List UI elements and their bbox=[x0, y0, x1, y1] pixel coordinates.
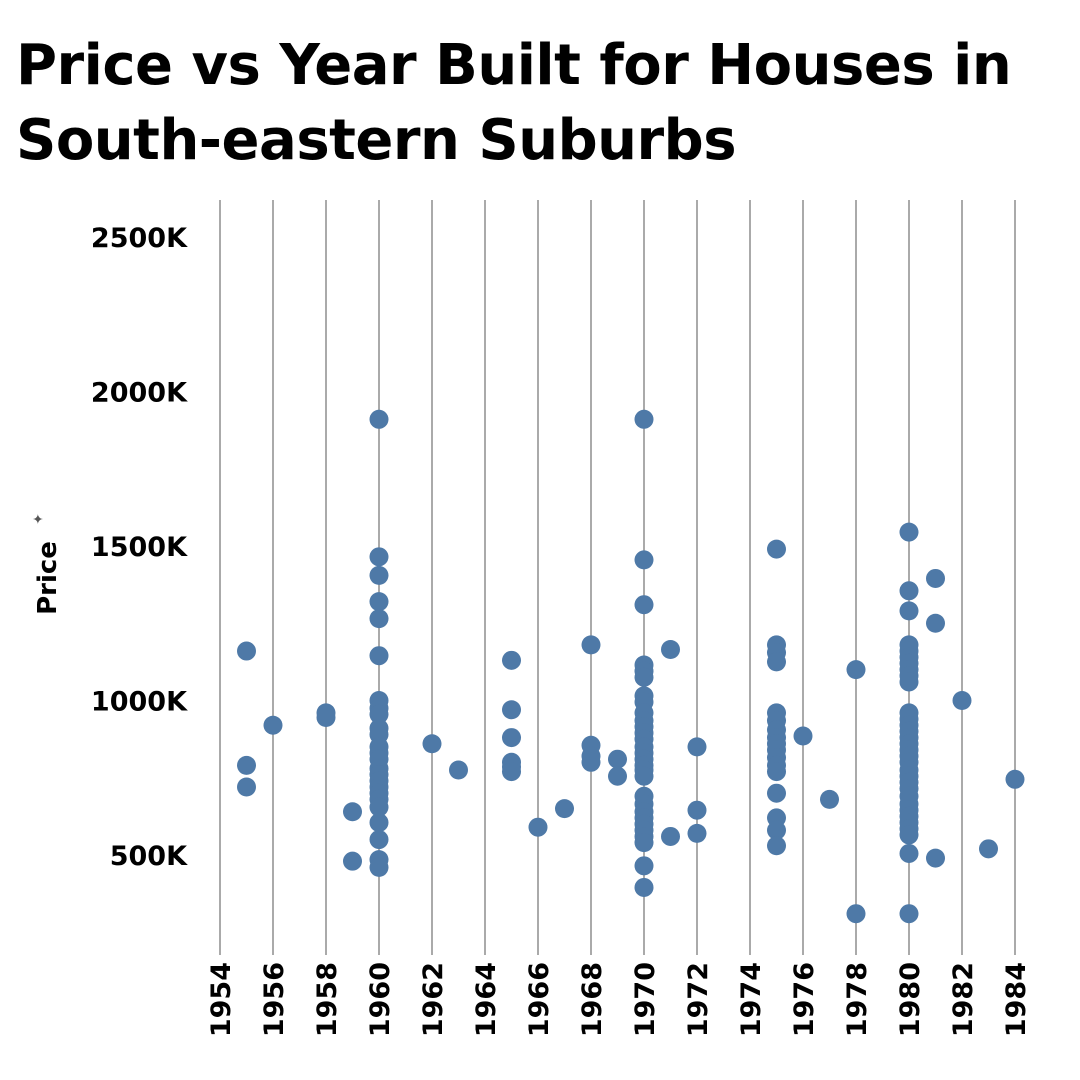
data-point[interactable] bbox=[369, 409, 389, 429]
data-point[interactable] bbox=[369, 857, 389, 877]
data-point[interactable] bbox=[449, 760, 468, 780]
y-tick-label: 500K bbox=[110, 841, 188, 872]
data-point[interactable] bbox=[528, 817, 548, 837]
x-tick-label: 1984 bbox=[1001, 962, 1032, 1037]
data-point[interactable] bbox=[369, 646, 389, 666]
x-axis-tick-labels: 1954 1956 1958 1960 1962 1964 1966 1968 1970 1972… bbox=[206, 962, 1032, 1037]
data-point[interactable] bbox=[634, 877, 654, 897]
vertical-gridlines bbox=[219, 200, 1016, 955]
x-tick-label: 1976 bbox=[789, 962, 820, 1037]
data-point[interactable] bbox=[793, 726, 813, 746]
y-axis-tick-labels: 500K 1000K 1500K 2000K 2500K bbox=[91, 223, 188, 872]
x-tick-label: 1954 bbox=[206, 962, 237, 1037]
x-tick-label: 1966 bbox=[524, 962, 555, 1037]
y-tick-label: 1500K bbox=[91, 532, 188, 563]
x-tick-label: 1970 bbox=[630, 962, 661, 1037]
data-point[interactable] bbox=[634, 766, 654, 786]
data-point[interactable] bbox=[899, 581, 919, 601]
data-point[interactable] bbox=[634, 667, 654, 687]
data-point[interactable] bbox=[263, 715, 283, 735]
data-point[interactable] bbox=[237, 755, 256, 775]
data-point[interactable] bbox=[369, 565, 389, 585]
data-point[interactable] bbox=[634, 409, 654, 429]
data-point[interactable] bbox=[687, 800, 707, 820]
data-point[interactable] bbox=[926, 848, 945, 868]
data-point[interactable] bbox=[369, 592, 389, 612]
chart-title: Price vs Year Built for Houses in South-… bbox=[16, 33, 1012, 173]
data-point[interactable] bbox=[502, 700, 521, 720]
y-tick-label: 1000K bbox=[91, 687, 188, 718]
y-axis-title-group: Price ✦ bbox=[31, 513, 63, 615]
data-point[interactable] bbox=[846, 904, 866, 924]
data-point[interactable] bbox=[899, 601, 919, 621]
data-point[interactable] bbox=[634, 595, 654, 615]
data-point[interactable] bbox=[899, 843, 919, 863]
data-point[interactable] bbox=[316, 707, 336, 727]
data-point[interactable] bbox=[979, 839, 998, 859]
data-point[interactable] bbox=[687, 823, 707, 843]
data-point[interactable] bbox=[767, 836, 786, 856]
data-points bbox=[237, 409, 1025, 924]
data-point[interactable] bbox=[608, 766, 627, 786]
data-point[interactable] bbox=[369, 797, 389, 817]
data-point[interactable] bbox=[502, 650, 521, 670]
data-point[interactable] bbox=[767, 820, 786, 840]
data-point[interactable] bbox=[846, 660, 866, 680]
x-tick-label: 1974 bbox=[736, 962, 767, 1037]
pin-icon[interactable]: ✦ bbox=[31, 513, 47, 525]
data-point[interactable] bbox=[926, 568, 945, 588]
data-point[interactable] bbox=[661, 640, 680, 660]
data-point[interactable] bbox=[581, 635, 601, 655]
data-point[interactable] bbox=[899, 522, 919, 542]
x-tick-label: 1980 bbox=[895, 962, 926, 1037]
data-point[interactable] bbox=[687, 737, 707, 757]
data-point[interactable] bbox=[926, 613, 945, 633]
data-point[interactable] bbox=[634, 833, 654, 853]
data-point[interactable] bbox=[634, 856, 654, 876]
data-point[interactable] bbox=[237, 777, 256, 797]
data-point[interactable] bbox=[767, 762, 786, 782]
data-point[interactable] bbox=[767, 539, 786, 559]
data-point[interactable] bbox=[634, 550, 654, 570]
data-point[interactable] bbox=[369, 609, 389, 629]
x-tick-label: 1956 bbox=[259, 962, 290, 1037]
x-tick-label: 1982 bbox=[948, 962, 979, 1037]
x-tick-label: 1972 bbox=[683, 962, 714, 1037]
y-tick-label: 2000K bbox=[91, 378, 188, 409]
data-point[interactable] bbox=[422, 734, 442, 754]
data-point[interactable] bbox=[581, 752, 601, 772]
data-point[interactable] bbox=[343, 851, 362, 871]
data-point[interactable] bbox=[502, 728, 521, 748]
x-tick-label: 1964 bbox=[471, 962, 502, 1037]
data-point[interactable] bbox=[237, 641, 256, 661]
x-tick-label: 1958 bbox=[312, 962, 343, 1037]
data-point[interactable] bbox=[555, 799, 574, 819]
x-tick-label: 1962 bbox=[418, 962, 449, 1037]
data-point[interactable] bbox=[369, 704, 389, 724]
data-point[interactable] bbox=[343, 802, 362, 822]
x-tick-label: 1978 bbox=[842, 962, 873, 1037]
data-point[interactable] bbox=[899, 904, 919, 924]
data-point[interactable] bbox=[952, 691, 972, 710]
x-tick-label: 1960 bbox=[365, 962, 396, 1037]
data-point[interactable] bbox=[820, 789, 839, 809]
data-point[interactable] bbox=[369, 547, 389, 567]
data-point[interactable] bbox=[767, 652, 786, 672]
data-point[interactable] bbox=[899, 672, 919, 692]
x-tick-label: 1968 bbox=[577, 962, 608, 1037]
data-point[interactable] bbox=[899, 825, 919, 845]
y-tick-label: 2500K bbox=[91, 223, 188, 254]
data-point[interactable] bbox=[1005, 769, 1025, 789]
data-point[interactable] bbox=[767, 783, 786, 803]
y-axis-title: Price bbox=[33, 541, 63, 615]
data-point[interactable] bbox=[369, 830, 389, 850]
data-point[interactable] bbox=[502, 762, 521, 782]
data-point[interactable] bbox=[608, 749, 627, 769]
data-point[interactable] bbox=[369, 813, 389, 833]
data-point[interactable] bbox=[661, 826, 680, 846]
